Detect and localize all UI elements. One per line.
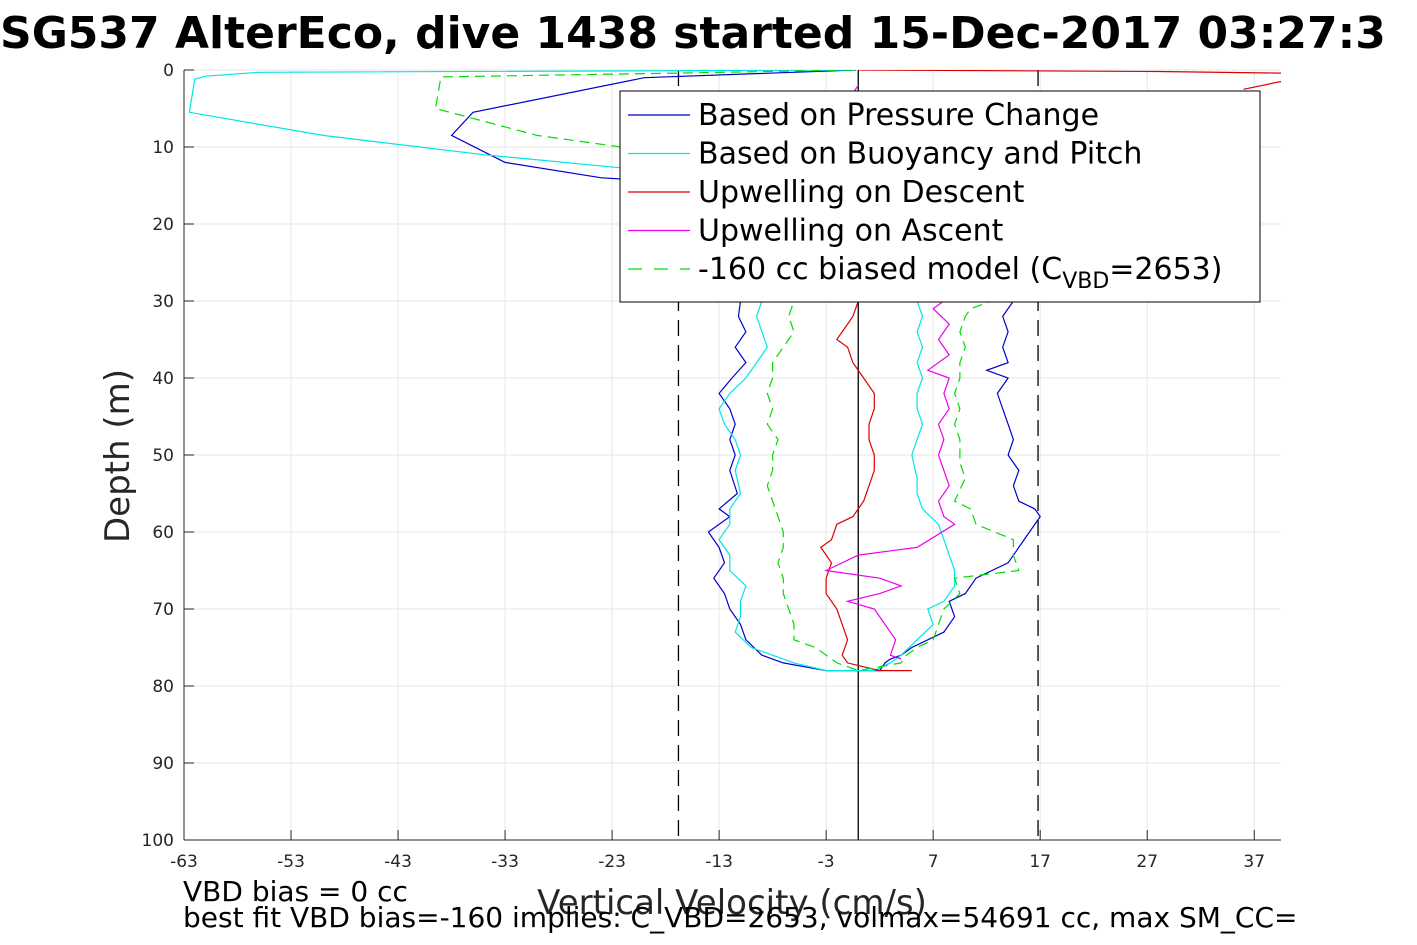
series-line [188,70,956,672]
legend-label: Based on Buoyancy and Pitch [698,137,1142,172]
y-tick-label: 30 [152,292,174,312]
x-tick-label: -3 [818,852,835,872]
x-tick-label: -63 [170,852,198,872]
x-tick-label: -53 [277,852,305,872]
series-line [434,70,1020,672]
vbd-bias-note: VBD bias = 0 cc [183,875,408,908]
legend-label: Based on Pressure Change [698,98,1099,133]
x-tick-label: -33 [491,852,519,872]
x-tick-label: -43 [384,852,412,872]
chart-title: SG537 AlterEco, dive 1438 started 15-Dec… [0,8,1386,59]
y-tick-label: 0 [163,61,174,81]
x-tick-label: 7 [928,852,939,872]
y-tick-label: 20 [152,215,174,235]
y-tick-label: 60 [152,523,174,543]
x-tick-label: -23 [598,852,626,872]
series-line [819,70,1281,672]
y-tick-label: 40 [152,369,174,389]
y-tick-label: 70 [152,600,174,620]
y-tick-label: 50 [152,446,174,466]
x-tick-label: 27 [1136,852,1158,872]
best-fit-note: best fit VBD bias=-160 implies: C_VBD=26… [183,901,1298,934]
x-tick-label: 37 [1243,852,1265,872]
legend-label: -160 cc biased model (CVBD=2653) [698,252,1222,294]
legend: Based on Pressure Change Based on Buoyanc… [619,90,1261,303]
y-tick-label: 90 [152,754,174,774]
legend-label: Upwelling on Descent [698,175,1025,210]
y-axis-label: Depth (m) [98,369,138,543]
legend-label: Upwelling on Ascent [698,214,1004,249]
legend-box [619,90,1261,303]
y-tick-label: 10 [152,138,174,158]
y-tick-label: 80 [152,677,174,697]
x-tick-label: -13 [705,852,733,872]
x-tick-label: 17 [1029,852,1051,872]
y-tick-label: 100 [142,831,174,851]
axes: -63 -53 -43 -33 -23 -13 -3 7 17 27 37 0 10 20 30 40 50 60… [142,61,1281,872]
x-axis-label: Vertical Velocity (cm/s) [537,883,927,923]
